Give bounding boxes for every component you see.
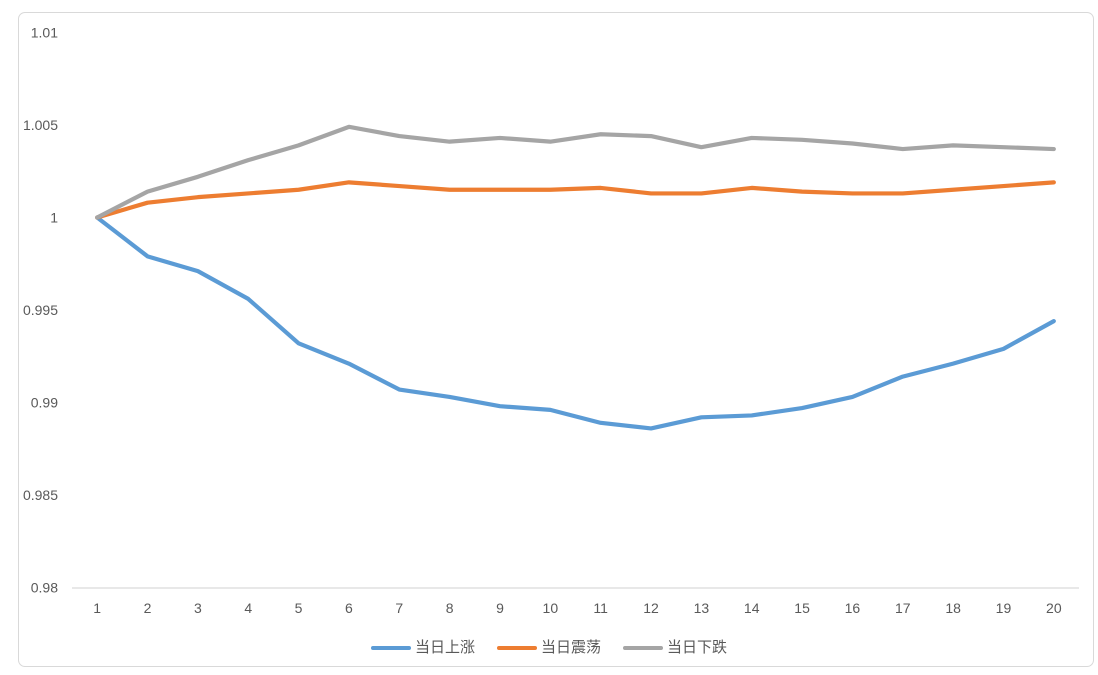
- x-tick-label: 1: [93, 600, 101, 616]
- legend-label-oscillate: 当日震荡: [540, 639, 601, 656]
- y-tick-label: 0.985: [23, 487, 58, 503]
- series-line-up[interactable]: [95, 215, 1056, 431]
- legend-item-oscillate[interactable]: 当日震荡: [496, 639, 601, 657]
- y-tick-label: 0.99: [31, 395, 58, 411]
- y-tick-label: 1.005: [23, 117, 58, 133]
- legend-item-up[interactable]: 当日上涨: [370, 639, 475, 657]
- x-tick-label: 9: [496, 600, 504, 616]
- x-tick-label: 19: [996, 600, 1012, 616]
- y-tick-label: 1: [50, 210, 58, 226]
- x-tick-label: 2: [144, 600, 152, 616]
- x-tick-label: 8: [446, 600, 454, 616]
- x-tick-label: 6: [345, 600, 353, 616]
- x-tick-label: 11: [593, 600, 608, 616]
- x-tick-label: 13: [694, 600, 710, 616]
- y-tick-label: 0.995: [23, 302, 58, 318]
- x-tick-label: 10: [543, 600, 559, 616]
- x-tick-label: 3: [194, 600, 202, 616]
- x-tick-label: 17: [895, 600, 911, 616]
- legend-marker-up-icon: [370, 645, 411, 651]
- chart-legend: 当日上涨 当日震荡 当日下跌: [0, 639, 1098, 657]
- series-line-down[interactable]: [95, 124, 1056, 220]
- x-tick-label: 15: [794, 600, 810, 616]
- x-tick-label: 14: [744, 600, 760, 616]
- y-tick-label: 1.01: [31, 25, 58, 41]
- x-tick-label: 16: [845, 600, 861, 616]
- x-tick-label: 12: [643, 600, 659, 616]
- legend-marker-down-icon: [623, 645, 663, 651]
- x-tick-label: 18: [945, 600, 961, 616]
- y-tick-label: 0.98: [31, 580, 58, 596]
- x-tick-label: 4: [244, 600, 252, 616]
- legend-item-down[interactable]: 当日下跌: [623, 639, 727, 657]
- legend-marker-oscillate-icon: [496, 645, 537, 651]
- x-tick-label: 5: [295, 600, 303, 616]
- legend-label-down: 当日下跌: [667, 639, 728, 656]
- series-line-oscillate[interactable]: [95, 180, 1056, 220]
- chart-frame[interactable]: [18, 12, 1094, 667]
- x-tick-label: 20: [1046, 600, 1062, 616]
- x-tick-label: 7: [395, 600, 403, 616]
- legend-label-up: 当日上涨: [414, 639, 475, 656]
